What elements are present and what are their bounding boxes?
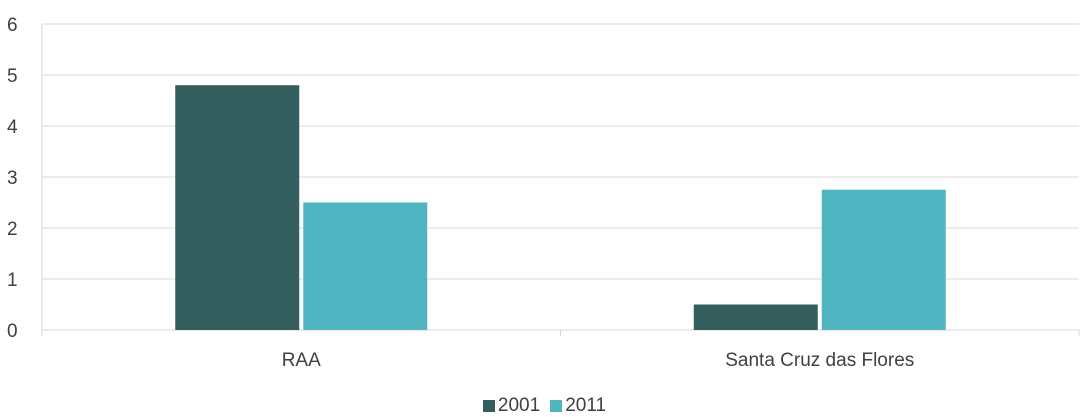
legend-swatch-2011 [550, 400, 563, 412]
y-tick-label: 3 [7, 168, 18, 189]
y-tick-label: 4 [7, 117, 18, 138]
legend-item-2001: 2001 [482, 395, 541, 416]
bar-2001-raa [175, 85, 300, 330]
legend-swatch-2001 [482, 400, 495, 412]
bar-2011-santa-cruz-das-flores [821, 189, 946, 330]
bars [175, 85, 946, 330]
legend-item-2011: 2011 [550, 396, 606, 416]
legend-label-2001: 2001 [497, 395, 541, 416]
bar-2001-santa-cruz-das-flores [693, 304, 818, 330]
y-tick-label: 2 [7, 219, 18, 240]
legend: 2001 2011 [0, 396, 1089, 416]
bar-chart-plot: 0 1 2 3 4 5 6 RAA Santa Cruz das Flores [7, 15, 1080, 371]
bar-2011-raa [303, 202, 428, 330]
y-tick-label: 0 [7, 321, 18, 342]
axes: 0 1 2 3 4 5 6 RAA Santa Cruz das Flores [7, 15, 914, 371]
y-tick-label: 5 [7, 66, 18, 87]
x-category-label: Santa Cruz das Flores [725, 350, 914, 371]
x-category-label: RAA [282, 350, 321, 371]
legend-label-2011: 2011 [565, 395, 607, 416]
y-tick-label: 1 [7, 270, 18, 291]
y-tick-label: 6 [7, 15, 18, 36]
